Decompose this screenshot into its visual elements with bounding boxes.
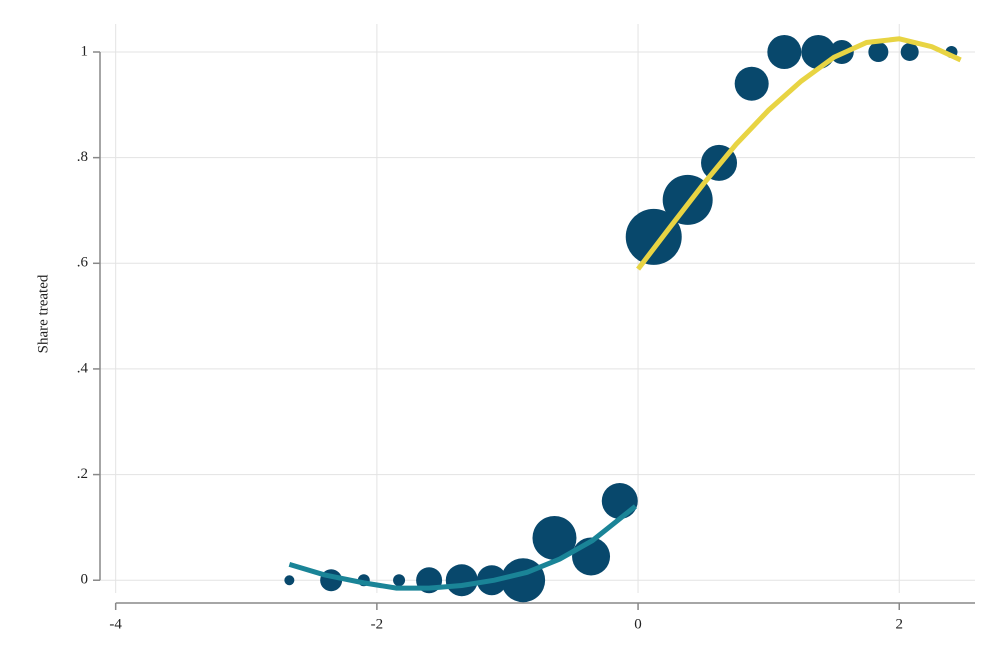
bubble (501, 558, 546, 603)
bubble (900, 42, 919, 61)
bubble (284, 575, 295, 586)
fit-line (288, 504, 638, 591)
bubble (445, 564, 478, 597)
bubble (393, 574, 406, 587)
y-tick-label: .2 (77, 466, 88, 482)
y-tick-label: .8 (77, 149, 88, 165)
x-tick-label: 2 (896, 616, 904, 632)
y-tick-label: .6 (77, 255, 89, 271)
x-tick-label: -2 (371, 616, 384, 632)
x-tick-label: -4 (109, 616, 122, 632)
bubble (868, 41, 889, 62)
y-tick-label: 1 (81, 43, 89, 59)
fit-line (636, 36, 962, 271)
x-tick-label: 0 (634, 616, 642, 632)
bubble (625, 208, 682, 265)
bubble (601, 482, 638, 519)
bubble (767, 34, 802, 69)
y-axis-label: Share treated (35, 274, 51, 353)
bubble (532, 515, 577, 560)
y-tick-label: 0 (81, 572, 89, 588)
bubble (734, 66, 769, 101)
y-tick-label: .4 (77, 360, 89, 376)
